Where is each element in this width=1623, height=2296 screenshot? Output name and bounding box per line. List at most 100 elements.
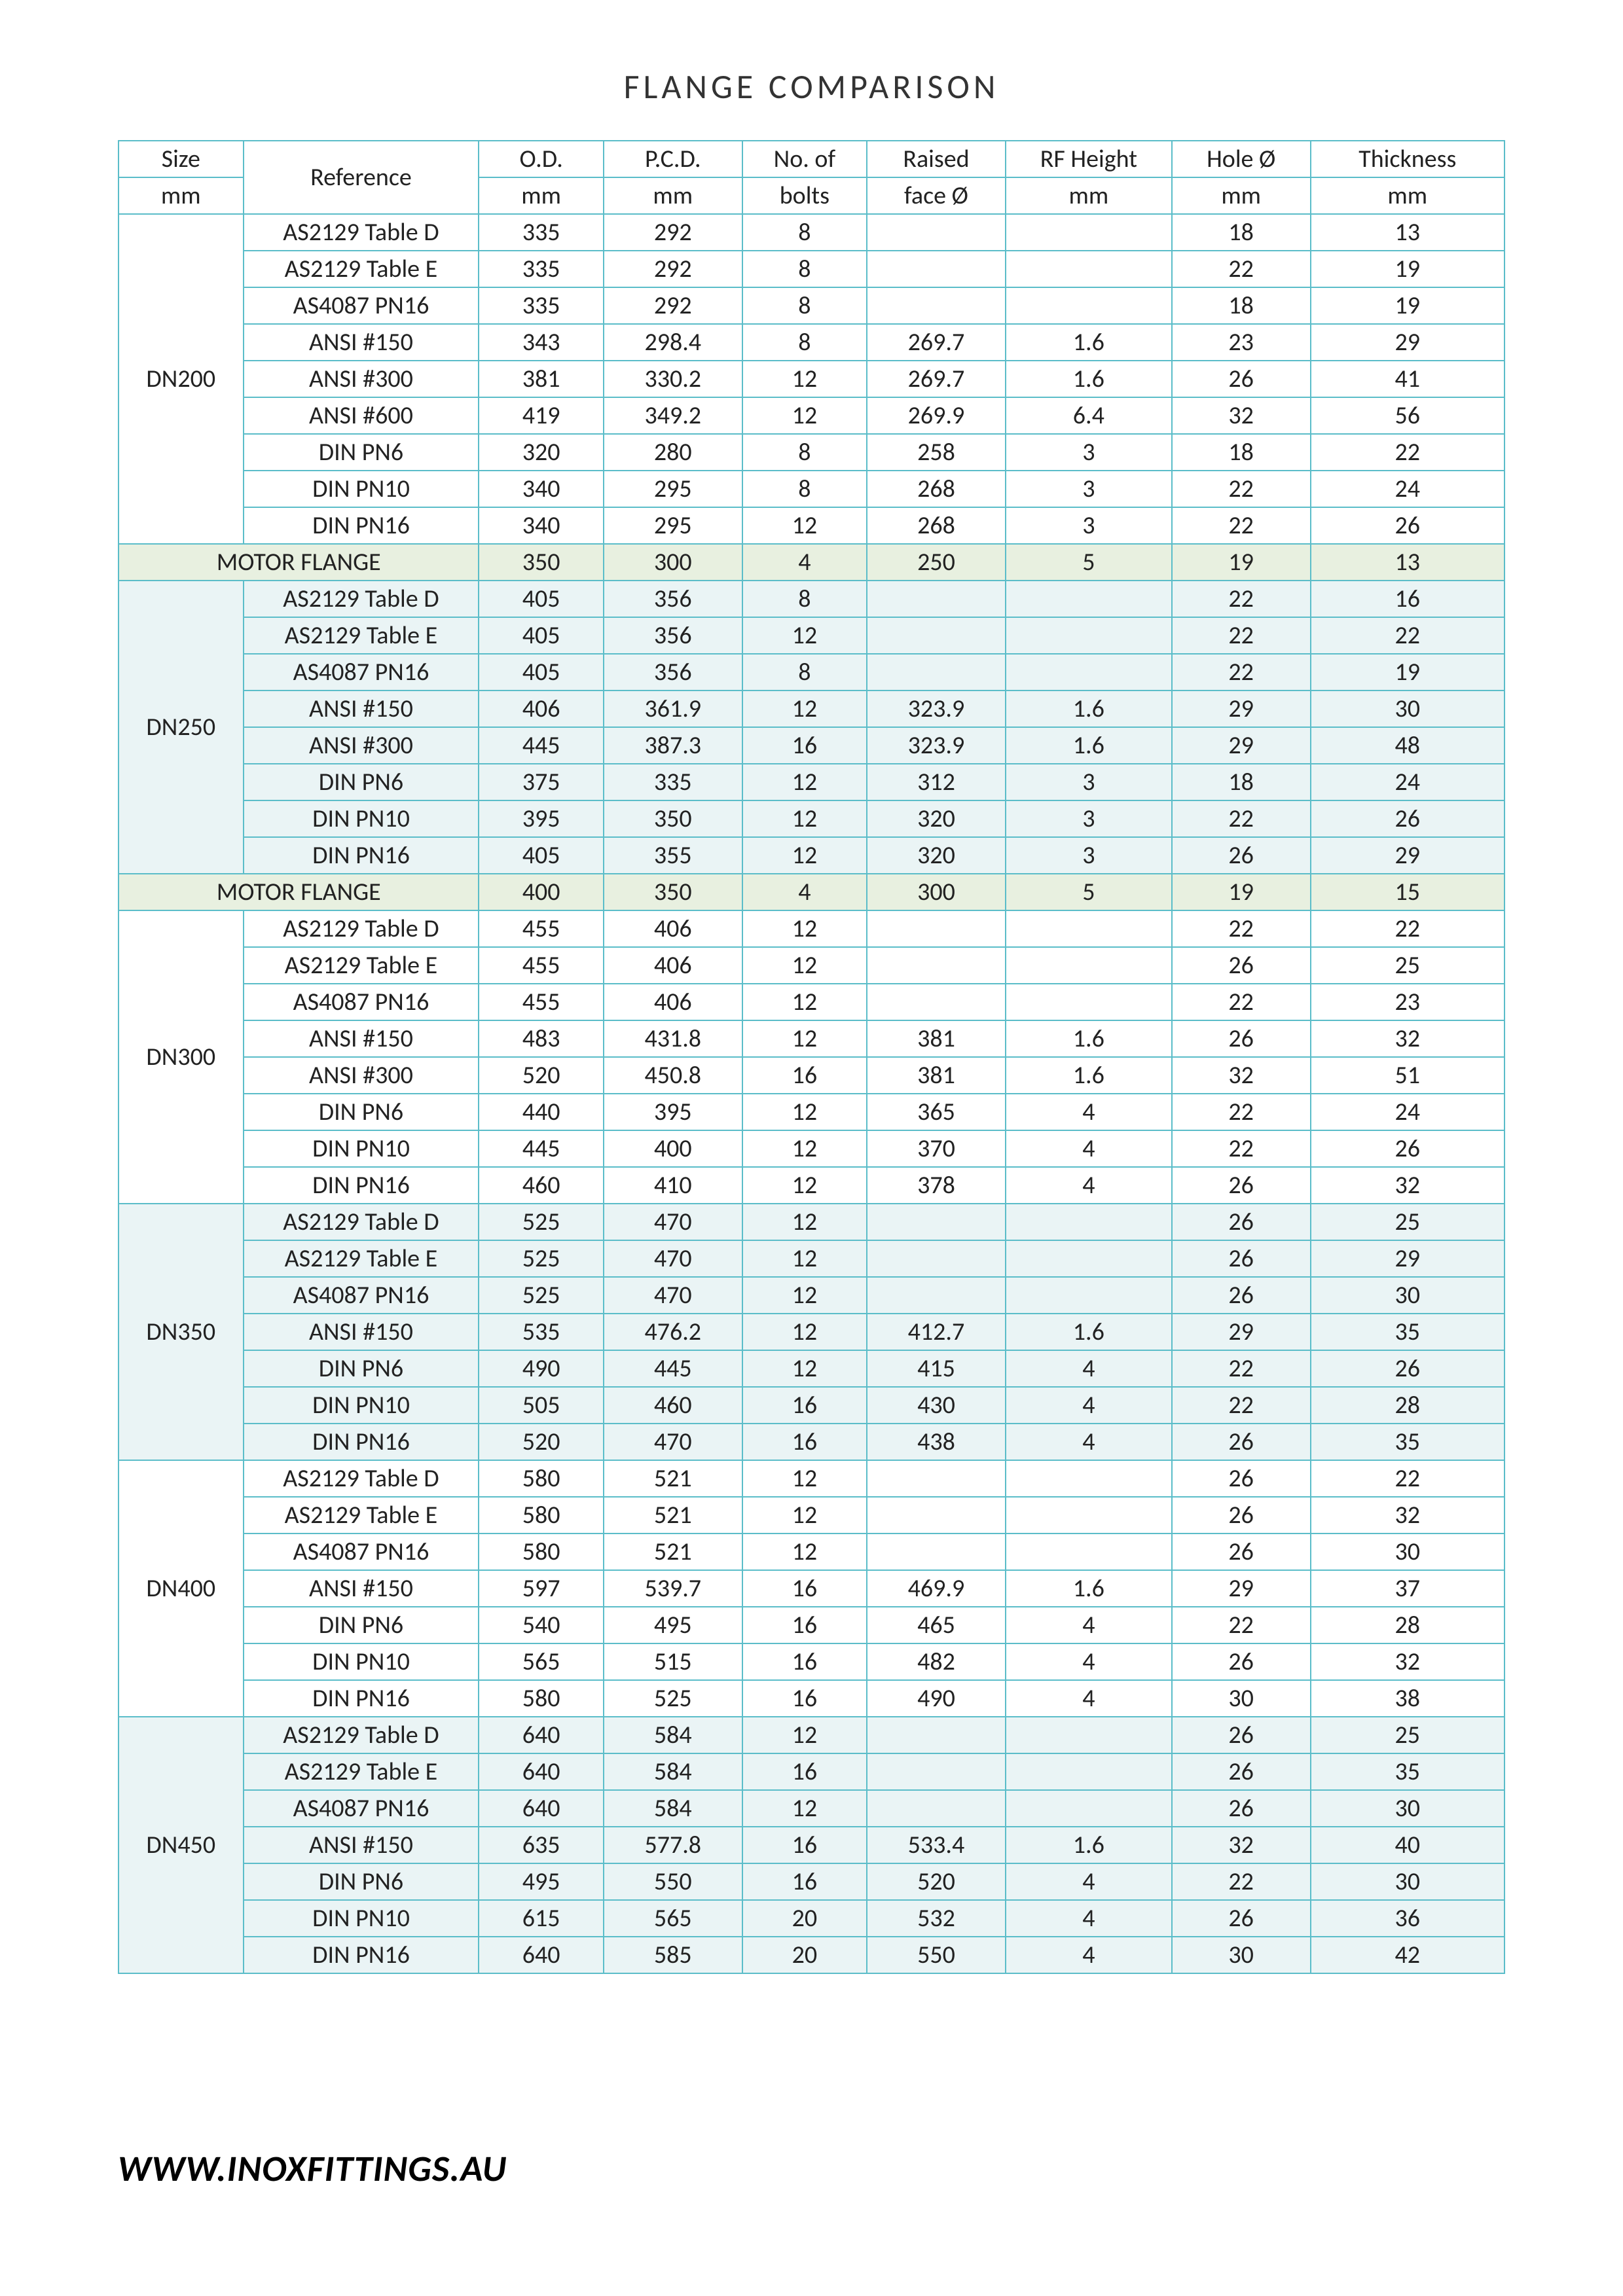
data-cell: 539.7: [604, 1570, 742, 1607]
data-cell: 520: [867, 1863, 1006, 1900]
data-cell: 29: [1172, 1570, 1311, 1607]
data-cell: 4: [1006, 1094, 1172, 1130]
data-cell: 400: [479, 874, 604, 910]
data-cell: 22: [1172, 1094, 1311, 1130]
data-cell: [867, 1277, 1006, 1314]
data-cell: 469.9: [867, 1570, 1006, 1607]
data-cell: 16: [742, 1863, 867, 1900]
data-cell: 40: [1311, 1827, 1504, 1863]
data-cell: [1006, 617, 1172, 654]
data-cell: 356: [604, 654, 742, 691]
data-cell: 361.9: [604, 691, 742, 727]
table-row: DIN PN64955501652042230: [119, 1863, 1504, 1900]
footer-url: WWW.INOXFITTINGS.AU: [118, 2147, 507, 2191]
table-row: DIN PN165204701643842635: [119, 1424, 1504, 1460]
data-cell: 269.7: [867, 324, 1006, 361]
data-cell: 4: [1006, 1680, 1172, 1717]
data-cell: [1006, 1277, 1172, 1314]
data-cell: 521: [604, 1460, 742, 1497]
data-cell: [1006, 1240, 1172, 1277]
data-cell: 32: [1172, 1827, 1311, 1863]
data-cell: 8: [742, 654, 867, 691]
table-row: DN250AS2129 Table D40535682216: [119, 581, 1504, 617]
data-cell: 269.9: [867, 397, 1006, 434]
data-cell: 12: [742, 617, 867, 654]
data-cell: 550: [867, 1937, 1006, 1973]
data-cell: [867, 1460, 1006, 1497]
data-cell: [1006, 1790, 1172, 1827]
reference-cell: ANSI #150: [244, 1570, 479, 1607]
data-cell: 18: [1172, 434, 1311, 471]
data-cell: 26: [1172, 1900, 1311, 1937]
data-cell: 48: [1311, 727, 1504, 764]
table-row: DIN PN166405852055043042: [119, 1937, 1504, 1973]
reference-cell: DIN PN16: [244, 837, 479, 874]
data-cell: 4: [1006, 1607, 1172, 1643]
data-cell: 28: [1311, 1607, 1504, 1643]
reference-cell: DIN PN10: [244, 1387, 479, 1424]
data-cell: 584: [604, 1790, 742, 1827]
data-cell: 250: [867, 544, 1006, 581]
data-cell: 16: [742, 1643, 867, 1680]
reference-cell: DIN PN16: [244, 1424, 479, 1460]
data-cell: 35: [1311, 1753, 1504, 1790]
data-cell: 22: [1172, 800, 1311, 837]
table-row: AS2129 Table E525470122629: [119, 1240, 1504, 1277]
data-cell: 26: [1172, 947, 1311, 984]
reference-cell: DIN PN10: [244, 1900, 479, 1937]
data-cell: 3: [1006, 764, 1172, 800]
data-cell: 30: [1311, 1790, 1504, 1827]
data-cell: [1006, 1534, 1172, 1570]
data-cell: 585: [604, 1937, 742, 1973]
data-cell: 22: [1172, 910, 1311, 947]
data-cell: 16: [742, 1607, 867, 1643]
data-cell: 533.4: [867, 1827, 1006, 1863]
data-cell: [1006, 654, 1172, 691]
data-cell: 32: [1311, 1497, 1504, 1534]
data-cell: 5: [1006, 874, 1172, 910]
data-cell: 26: [1172, 1277, 1311, 1314]
data-cell: 320: [479, 434, 604, 471]
data-cell: [1006, 581, 1172, 617]
data-cell: 340: [479, 507, 604, 544]
reference-cell: DIN PN16: [244, 507, 479, 544]
col-rfh-top: RF Height: [1006, 141, 1172, 177]
table-row: AS4087 PN16455406122223: [119, 984, 1504, 1020]
data-cell: 335: [604, 764, 742, 800]
data-cell: 3: [1006, 507, 1172, 544]
data-cell: 640: [479, 1717, 604, 1753]
data-cell: 450.8: [604, 1057, 742, 1094]
data-cell: 26: [1311, 1130, 1504, 1167]
data-cell: 4: [1006, 1937, 1172, 1973]
data-cell: 1.6: [1006, 1570, 1172, 1607]
data-cell: 490: [867, 1680, 1006, 1717]
data-cell: 15: [1311, 874, 1504, 910]
data-cell: 320: [867, 800, 1006, 837]
table-row: DIN PN65404951646542228: [119, 1607, 1504, 1643]
data-cell: 292: [604, 214, 742, 251]
reference-cell: AS2129 Table E: [244, 1753, 479, 1790]
data-cell: 640: [479, 1937, 604, 1973]
data-cell: 42: [1311, 1937, 1504, 1973]
reference-cell: AS2129 Table D: [244, 1204, 479, 1240]
data-cell: 36: [1311, 1900, 1504, 1937]
reference-cell: AS2129 Table E: [244, 947, 479, 984]
data-cell: 470: [604, 1424, 742, 1460]
table-row: DN450AS2129 Table D640584122625: [119, 1717, 1504, 1753]
data-cell: [867, 617, 1006, 654]
data-cell: 410: [604, 1167, 742, 1204]
data-cell: 12: [742, 1460, 867, 1497]
data-cell: 550: [604, 1863, 742, 1900]
data-cell: 445: [479, 727, 604, 764]
data-cell: 455: [479, 984, 604, 1020]
data-cell: 35: [1311, 1424, 1504, 1460]
data-cell: 29: [1172, 1314, 1311, 1350]
table-row: DIN PN163402951226832226: [119, 507, 1504, 544]
data-cell: 535: [479, 1314, 604, 1350]
data-cell: 32: [1311, 1020, 1504, 1057]
reference-cell: ANSI #300: [244, 1057, 479, 1094]
data-cell: 635: [479, 1827, 604, 1863]
data-cell: 22: [1172, 251, 1311, 287]
data-cell: 22: [1172, 1863, 1311, 1900]
data-cell: 22: [1172, 984, 1311, 1020]
